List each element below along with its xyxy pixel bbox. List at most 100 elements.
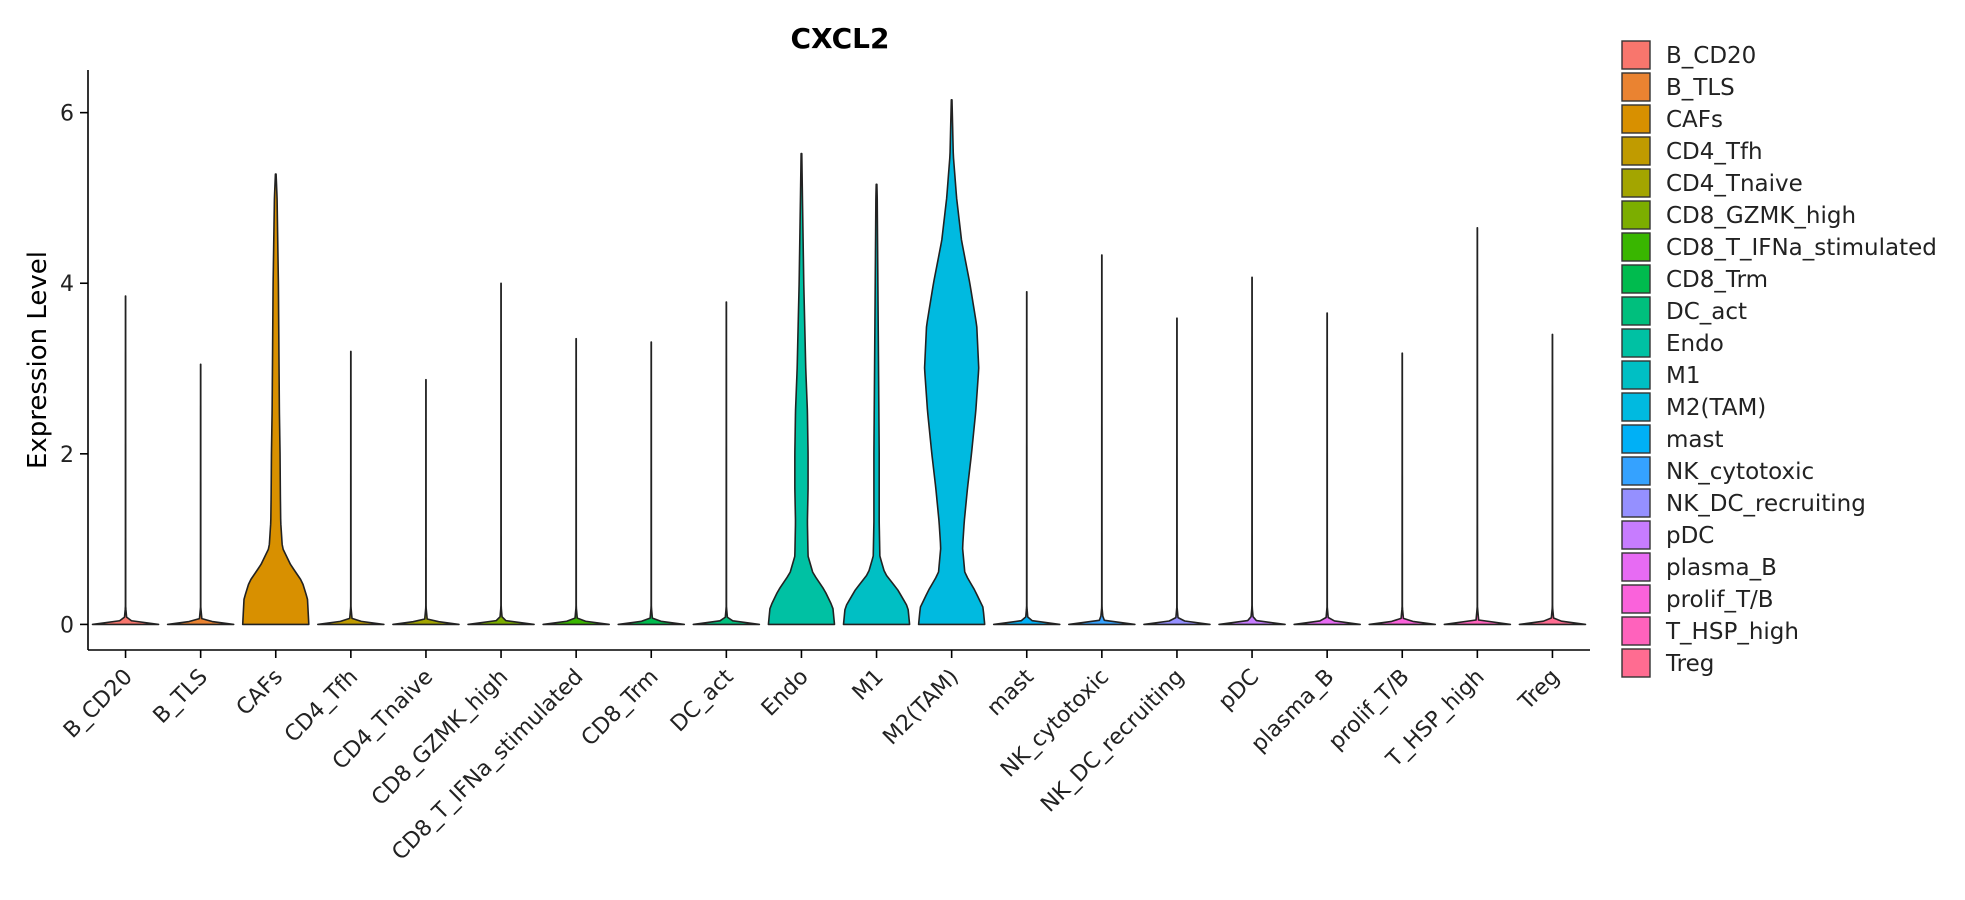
y-tick-label: 4 [60,272,74,297]
x-axis: B_CD20 B_TLS CAFsCD4_TfhCD4_TnaiveCD8_GZMK… [59,649,1590,865]
violin-CAFs [241,173,310,626]
legend-item: mast [1621,424,1724,454]
legend-swatch [1621,200,1651,230]
legend-label: CD4_Tnaive [1666,171,1803,197]
legend-label: CD8_GZMK_high [1666,203,1856,229]
legend-item: M2(TAM) [1621,392,1766,422]
legend-label: pDC [1666,523,1714,549]
legend-swatch [1621,392,1651,422]
violin-plasma_B [1293,312,1361,626]
legend-label: CD8_Trm [1666,267,1768,293]
legend-item: NK_DC_recruiting [1621,488,1866,518]
plot-area [91,99,1587,626]
x-tick-label: mast [982,664,1039,721]
chart-title: CXCL2 [790,22,889,55]
x-tick-label: DC_act [666,664,739,737]
x-tick-label: Endo [757,665,814,722]
y-axis-title: Expression Level [23,251,53,469]
y-tick-label: 0 [60,613,74,638]
legend-label: NK_cytotoxic [1666,459,1814,485]
x-tick-label: plasma_B [1247,665,1340,758]
legend: B_CD20 B_TLS CAFs CD4_Tfh CD4_Tnaive CD8_GZMK… [1621,40,1937,678]
legend-swatch [1621,584,1651,614]
legend-swatch [1621,616,1651,646]
legend-item: Treg [1621,648,1714,678]
legend-label: Endo [1666,331,1724,357]
legend-item: CD8_Trm [1621,264,1768,294]
violin-Endo [767,152,836,626]
violin-CD8_GZMK_high [467,282,535,626]
legend-swatch [1621,40,1651,70]
legend-swatch [1621,136,1651,166]
violin-CD4_Tnaive [392,378,460,626]
legend-swatch [1621,168,1651,198]
violin-M2(TAM) [917,99,986,626]
x-tick-label: pDC [1214,665,1264,715]
legend-label: plasma_B [1666,555,1777,581]
x-tick-label: M2(TAM) [878,665,963,750]
legend-swatch [1621,264,1651,294]
violin-NK_cytotoxic [1068,254,1136,626]
x-tick-label: B_TLS [149,665,213,729]
legend-label: T_HSP_high [1665,619,1799,645]
legend-swatch [1621,104,1651,134]
legend-label: Treg [1665,651,1714,677]
legend-swatch [1621,488,1651,518]
legend-swatch [1621,648,1651,678]
violin-DC_act [692,301,761,626]
legend-label: mast [1666,427,1724,453]
legend-swatch [1621,456,1651,486]
violin-CD4_Tfh [317,350,385,626]
violin-B_CD20 [91,295,160,626]
legend-swatch [1621,72,1651,102]
violin-B_TLS [166,363,235,626]
legend-label: CAFs [1666,107,1723,133]
legend-label: M2(TAM) [1666,395,1766,421]
legend-item: prolif_T/B [1621,584,1774,614]
legend-label: CD8_T_IFNa_stimulated [1666,235,1937,261]
legend-item: plasma_B [1621,552,1777,582]
violin-M1 [842,183,911,626]
legend-swatch [1621,552,1651,582]
violin-CD8_T_IFNa_stimulated [542,337,610,626]
legend-swatch [1621,296,1651,326]
legend-item: CD8_T_IFNa_stimulated [1621,232,1937,262]
legend-item: NK_cytotoxic [1621,456,1814,486]
y-tick-label: 6 [60,102,74,127]
legend-item: B_CD20 [1621,40,1756,70]
x-tick-label: M1 [848,665,889,706]
x-tick-label: NK_DC_recruiting [1036,665,1189,818]
violin-prolif_T/B [1368,352,1437,626]
legend-label: B_TLS [1666,75,1735,101]
legend-item: B_TLS [1621,72,1735,102]
legend-item: CD8_GZMK_high [1621,200,1856,230]
x-tick-label: CAFs [232,665,288,721]
y-tick-label: 2 [60,443,74,468]
legend-item: M1 [1621,360,1700,390]
x-tick-label: CD8_Trm [577,665,664,752]
violin-pDC [1218,276,1286,626]
legend-swatch [1621,360,1651,390]
legend-item: CD4_Tfh [1621,136,1763,166]
violin-Treg [1518,333,1587,626]
legend-swatch [1621,328,1651,358]
legend-item: DC_act [1621,296,1747,326]
violin-CD8_Trm [617,341,686,626]
legend-item: CD4_Tnaive [1621,168,1803,198]
violin-T_HSP_high [1443,226,1512,626]
y-axis: 0 2 4 6 [60,70,89,650]
legend-item: CAFs [1621,104,1723,134]
legend-label: M1 [1666,363,1700,389]
legend-label: B_CD20 [1666,43,1756,69]
violin-NK_DC_recruiting [1143,317,1211,626]
violin-mast [992,290,1061,626]
legend-item: Endo [1621,328,1724,358]
legend-item: T_HSP_high [1621,616,1799,646]
legend-label: prolif_T/B [1666,587,1774,613]
x-tick-label: Treg [1514,665,1565,716]
legend-label: DC_act [1666,299,1747,325]
legend-item: pDC [1621,520,1714,550]
legend-label: NK_DC_recruiting [1666,491,1866,517]
x-tick-label: CD8_GZMK_high [367,665,513,811]
